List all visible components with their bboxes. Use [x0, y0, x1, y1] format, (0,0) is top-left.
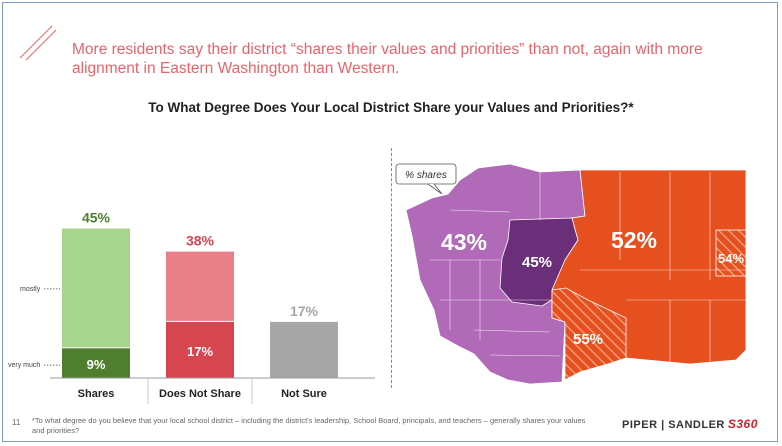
bar-does-not-share-top [166, 251, 234, 321]
callout-text: % shares [405, 170, 447, 181]
category-label: Shares [78, 388, 115, 400]
map-region-southeast-hatched [551, 287, 627, 381]
segment-label-top: mostly [20, 286, 41, 293]
segment-label-bottom: very much [8, 362, 40, 369]
map-label-central: 45% [522, 254, 552, 271]
washington-map: % shares 43% 45% 52% 54% 55% [395, 163, 747, 385]
bar-shares-top [62, 228, 130, 348]
bar-shares-bottom [62, 348, 130, 378]
chart-subtitle: To What Degree Does Your Local District … [148, 100, 634, 115]
footnote: *To what degree do you believe that your… [32, 416, 586, 435]
map-region-east-hatched [715, 229, 747, 277]
stacked-bar-chart: 9% 45% Shares 17% 38% Does Not Share 17% Not Su… [8, 210, 375, 404]
data-label-bottom: 17% [187, 344, 213, 359]
headline: More residents say their district “share… [72, 41, 703, 77]
logo: PIPER | SANDLER S360 [622, 417, 758, 431]
bar-not-sure-bottom [270, 321, 338, 378]
category-label: Not Sure [281, 388, 327, 400]
map-label-east-hatched: 54% [718, 251, 744, 266]
page-number: 11 [12, 418, 21, 427]
total-label: 45% [82, 210, 111, 226]
map-label-east: 52% [611, 227, 657, 253]
map-label-southeast: 55% [573, 331, 603, 348]
diagonal-lines-decoration [19, 25, 57, 61]
total-label: 17% [290, 303, 319, 319]
map-label-west: 43% [441, 229, 487, 255]
logo-accent: S360 [727, 417, 758, 431]
bar-does-not-share-bottom [166, 321, 234, 378]
logo-main: PIPER | SANDLER [622, 419, 725, 431]
data-label-bottom: 9% [87, 357, 106, 372]
callout-box [395, 163, 457, 185]
section-divider [391, 148, 392, 388]
category-label: Does Not Share [159, 388, 241, 400]
county-borders [430, 172, 746, 362]
total-label: 38% [186, 233, 215, 249]
callout-pointer [427, 183, 443, 195]
